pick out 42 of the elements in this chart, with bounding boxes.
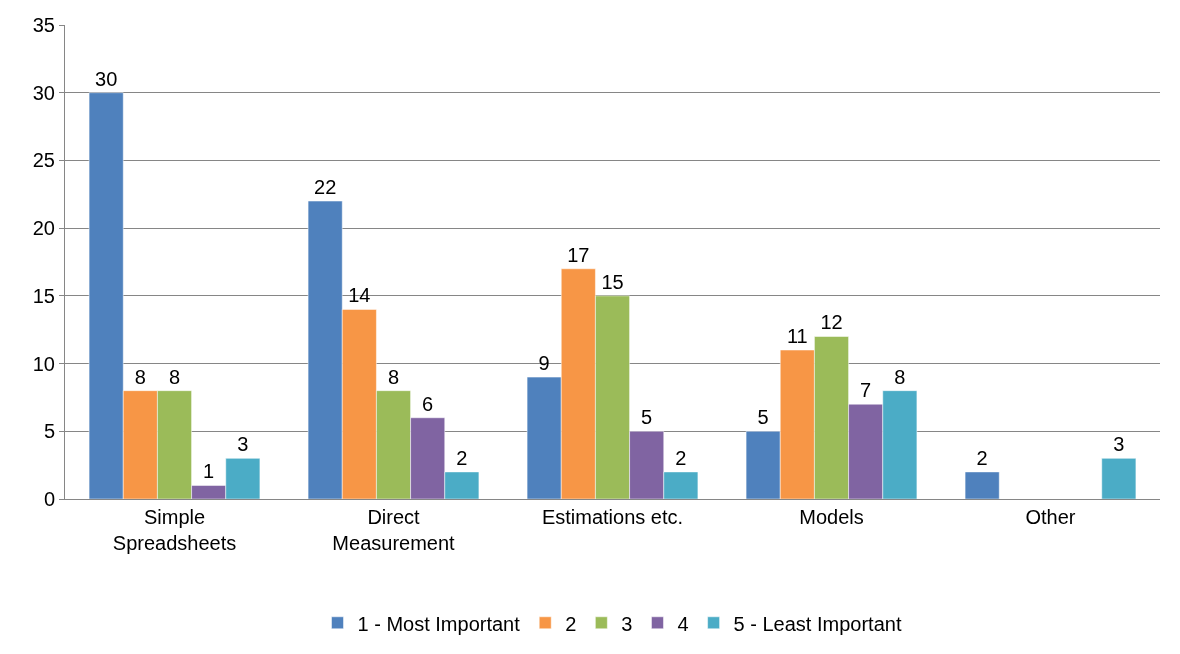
data-label: 8 xyxy=(894,365,906,388)
y-tick-label: 10 xyxy=(32,352,55,375)
legend-label: 5 - Least Important xyxy=(733,612,902,635)
data-label: 3 xyxy=(237,433,249,456)
legend-label: 2 xyxy=(565,612,577,635)
legend-label: 1 - Most Important xyxy=(357,612,521,635)
data-label: 12 xyxy=(820,311,843,334)
data-label: 5 xyxy=(641,406,653,429)
x-tick-label: Models xyxy=(799,506,864,528)
x-tick-label: Simple Spreadsheets xyxy=(112,506,237,554)
data-label: 2 xyxy=(456,446,468,469)
data-label: 11 xyxy=(786,325,808,348)
data-label: 8 xyxy=(168,365,181,388)
bar xyxy=(1101,458,1137,499)
y-tick-label: 20 xyxy=(32,217,55,240)
data-label: 8 xyxy=(387,365,400,388)
y-tick-label: 15 xyxy=(32,284,55,307)
data-label: 15 xyxy=(601,270,624,293)
data-label: 5 xyxy=(757,406,769,429)
data-label: 3 xyxy=(1113,433,1125,456)
data-label: 8 xyxy=(134,365,146,388)
y-tick-label: 5 xyxy=(43,420,55,443)
y-tick-label: 35 xyxy=(32,14,55,36)
data-label: 2 xyxy=(675,446,687,469)
data-label: 17 xyxy=(567,243,590,266)
x-tick-label: Direct Measurement xyxy=(332,506,456,554)
legend-label: 4 xyxy=(677,612,689,635)
x-tick-label: Estimations etc. xyxy=(541,506,684,528)
y-tick-label: 0 xyxy=(43,488,55,510)
data-label: 6 xyxy=(422,392,434,415)
data-label: 14 xyxy=(348,284,371,307)
legend-label: 3 xyxy=(621,612,633,635)
x-tick-label: Other xyxy=(1025,506,1076,528)
y-tick-label: 30 xyxy=(32,81,55,104)
bar xyxy=(964,471,1000,499)
y-tick-label: 25 xyxy=(32,149,55,172)
data-label: 1 xyxy=(203,460,215,483)
data-label: 2 xyxy=(976,446,988,469)
data-label: 30 xyxy=(95,67,118,90)
data-label: 9 xyxy=(538,352,550,375)
data-label: 22 xyxy=(314,176,337,199)
data-label: 7 xyxy=(860,379,872,402)
